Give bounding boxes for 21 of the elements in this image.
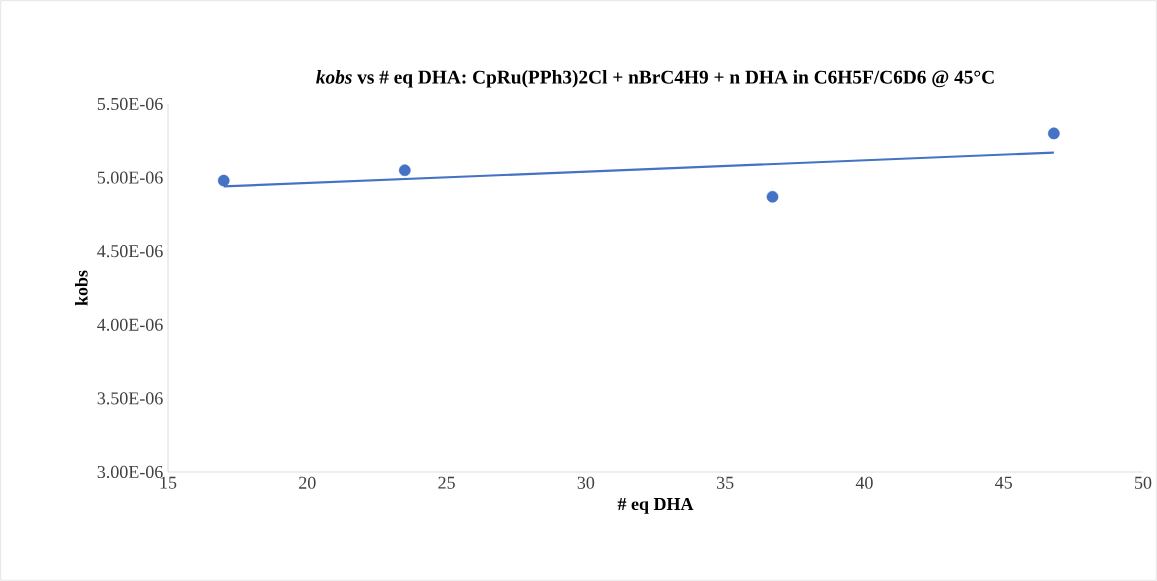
y-tick-label: 4.00E-06 <box>97 318 163 331</box>
x-tick-label: 40 <box>855 476 873 489</box>
x-tick-label: 30 <box>577 476 595 489</box>
x-tick-label: 45 <box>995 476 1013 489</box>
chart-title: kobs vs # eq DHA: CpRu(PPh3)2Cl + nBrC4H9 + n DHA in C6H5F/C6D6 @ 45°C <box>316 70 994 88</box>
point <box>766 190 779 203</box>
x-tick-label: 35 <box>717 476 734 489</box>
y-tick-label: 5.50E-06 <box>97 97 163 111</box>
y-axis-title: kobs <box>75 270 88 306</box>
y-tick-label: 3.00E-06 <box>97 465 163 479</box>
point <box>217 174 230 187</box>
x-tick-label: 50 <box>1135 476 1152 489</box>
y-tick-label: 4.50E-06 <box>97 245 163 258</box>
point <box>1047 127 1060 140</box>
x-tick-label: 25 <box>438 476 455 489</box>
x-tick-label: 15 <box>160 476 177 489</box>
x-tick-label: 20 <box>299 476 316 489</box>
point <box>398 164 411 177</box>
y-tick-label: 3.50E-06 <box>97 392 163 405</box>
y-tick-label: 5.00E-06 <box>97 171 163 184</box>
x-axis-title: # eq DHA <box>617 498 694 514</box>
